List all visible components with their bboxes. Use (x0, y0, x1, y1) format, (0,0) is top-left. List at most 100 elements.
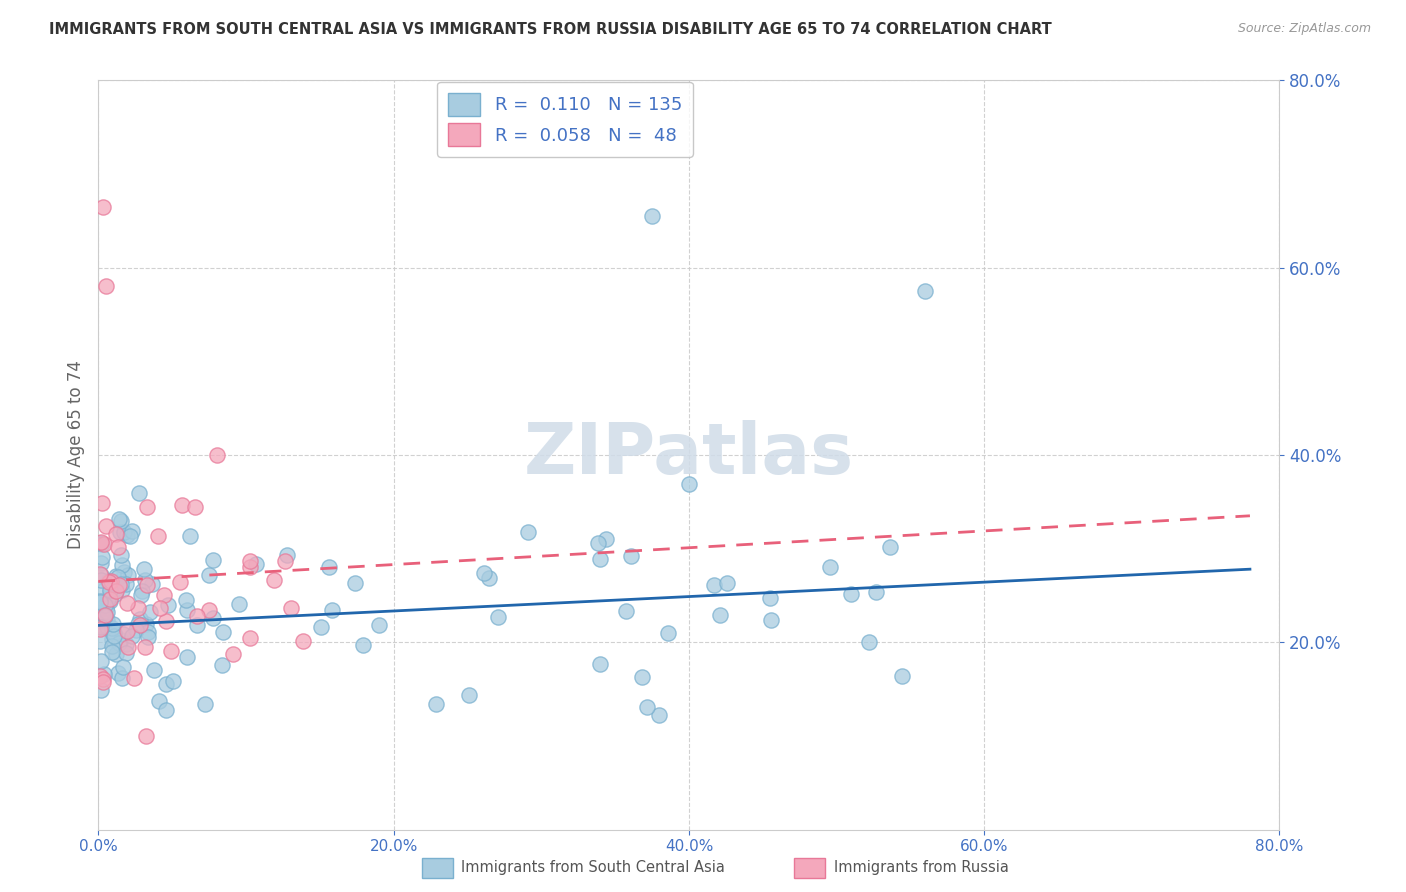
Point (129, 612, 152, 626)
Point (98, 585, 121, 599)
Point (222, 647, 245, 661)
Point (114, 637, 136, 651)
Point (107, 540, 129, 554)
Point (890, 668, 912, 682)
Point (839, 586, 862, 600)
Point (148, 694, 170, 708)
Point (108, 578, 131, 592)
Point (111, 558, 134, 572)
Point (110, 632, 132, 647)
Point (457, 688, 479, 702)
Point (97, 574, 120, 589)
Point (131, 583, 153, 598)
Point (104, 527, 127, 541)
Point (121, 629, 143, 643)
Point (129, 588, 152, 602)
Text: Source: ZipAtlas.com: Source: ZipAtlas.com (1237, 22, 1371, 36)
Point (179, 529, 201, 543)
Point (516, 524, 538, 539)
Point (100, 645, 122, 659)
Point (614, 604, 637, 618)
Point (112, 524, 135, 539)
Point (93, 537, 115, 551)
Point (89, 622, 111, 636)
Point (425, 698, 447, 712)
Point (96, 620, 118, 634)
Point (879, 541, 901, 555)
Point (595, 533, 617, 547)
Point (169, 574, 191, 589)
Point (135, 617, 157, 632)
Point (318, 559, 340, 574)
Point (89, 634, 111, 648)
Point (104, 587, 127, 601)
Point (117, 640, 139, 655)
Point (198, 603, 221, 617)
Point (96, 605, 118, 619)
Point (115, 528, 138, 542)
Text: ZIPatlas: ZIPatlas (524, 420, 853, 490)
Point (91, 200, 114, 214)
Point (105, 568, 128, 582)
Point (98, 591, 121, 606)
Point (94, 279, 117, 293)
Point (93, 607, 115, 621)
Point (104, 582, 127, 597)
Point (761, 614, 783, 628)
Point (245, 558, 267, 572)
Point (239, 632, 262, 646)
Point (155, 703, 177, 717)
Point (90, 682, 112, 697)
Point (641, 209, 664, 223)
Point (343, 576, 366, 591)
Point (101, 639, 124, 653)
Point (96, 613, 118, 627)
Point (588, 536, 610, 550)
Point (186, 618, 208, 632)
Text: Immigrants from Russia: Immigrants from Russia (834, 860, 1008, 874)
Point (202, 553, 225, 567)
Point (115, 596, 138, 610)
Point (263, 574, 285, 588)
Point (759, 591, 782, 605)
Point (162, 674, 184, 689)
Point (276, 548, 298, 562)
Point (103, 626, 125, 640)
Point (858, 635, 880, 649)
Point (146, 529, 169, 543)
Point (709, 607, 731, 622)
Point (176, 603, 198, 617)
Point (121, 524, 143, 538)
Point (174, 593, 197, 607)
Point (104, 647, 127, 661)
Point (89, 567, 111, 582)
Point (136, 624, 159, 639)
Point (101, 616, 124, 631)
Point (636, 700, 658, 714)
Point (90, 537, 112, 551)
Point (90, 618, 112, 632)
Point (311, 620, 333, 634)
Point (98, 583, 121, 598)
Point (94, 519, 117, 533)
Point (657, 626, 679, 640)
Text: IMMIGRANTS FROM SOUTH CENTRAL ASIA VS IMMIGRANTS FROM RUSSIA DISABILITY AGE 65 T: IMMIGRANTS FROM SOUTH CENTRAL ASIA VS IM… (49, 22, 1052, 37)
Point (589, 657, 612, 671)
Point (228, 597, 250, 611)
Point (486, 610, 509, 624)
Point (114, 646, 136, 660)
Point (157, 598, 180, 612)
Point (90, 535, 112, 549)
Point (89, 668, 111, 682)
Point (292, 634, 315, 648)
Text: Immigrants from South Central Asia: Immigrants from South Central Asia (461, 860, 725, 874)
Point (111, 583, 134, 598)
Point (132, 562, 155, 576)
Point (138, 605, 160, 619)
Point (94, 607, 117, 622)
Point (620, 549, 643, 563)
Point (105, 583, 128, 598)
Point (90, 567, 112, 582)
Point (124, 671, 146, 685)
Point (183, 500, 205, 515)
